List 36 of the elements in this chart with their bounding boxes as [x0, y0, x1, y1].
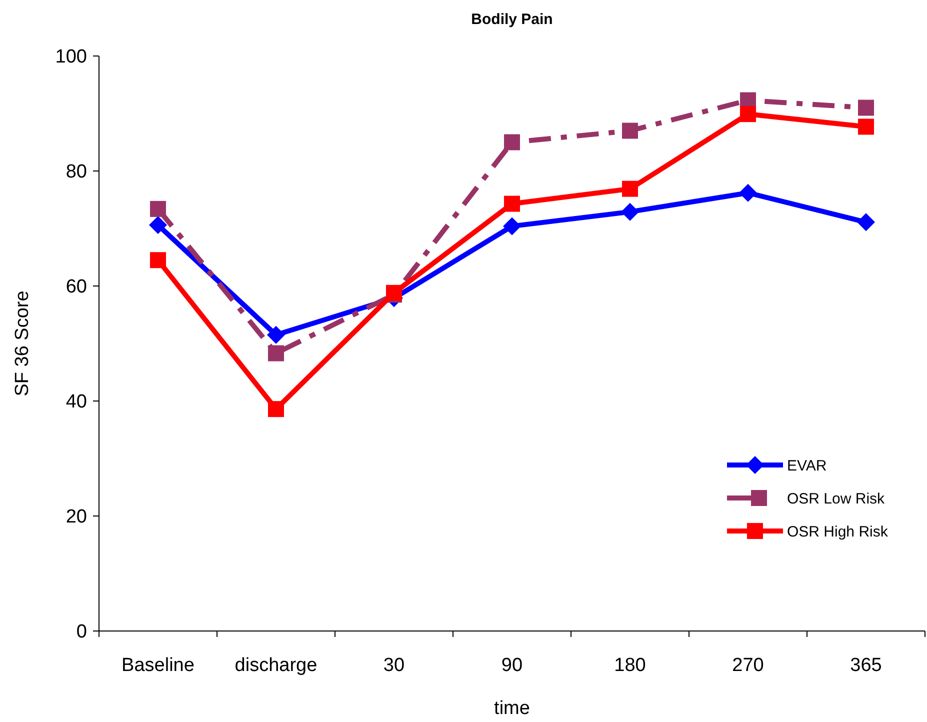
y-tick-label: 60	[66, 276, 87, 298]
x-tick-label: 365	[850, 655, 882, 676]
point	[504, 134, 520, 150]
y-tick-label: 20	[66, 506, 87, 528]
x-tick-label: 270	[732, 655, 764, 676]
point	[857, 213, 875, 232]
point	[150, 200, 166, 217]
y-axis-title: SF 36 Score	[12, 290, 33, 396]
x-tick-label: 90	[501, 655, 523, 676]
point	[858, 118, 874, 135]
point	[150, 252, 166, 268]
point	[622, 180, 638, 197]
y-tick-label: 80	[66, 162, 87, 183]
point	[268, 345, 284, 362]
x-axis-title: time	[494, 698, 530, 719]
legend-label: OSR Low Risk	[787, 490, 886, 508]
x-tick-label: 180	[614, 655, 646, 676]
point	[503, 217, 521, 236]
point	[621, 202, 639, 221]
y-tick-label: 100	[55, 46, 87, 68]
point	[740, 106, 756, 122]
y-tick-label: 0	[76, 622, 87, 643]
x-tick-label: Baseline	[122, 655, 194, 676]
chart-title: Bodily Pain	[471, 11, 553, 28]
y-tick-label: 40	[66, 392, 87, 413]
x-tick-label: discharge	[234, 655, 318, 676]
legend-label: EVAR	[787, 457, 827, 474]
point	[267, 326, 285, 344]
point	[149, 216, 167, 234]
point	[739, 184, 757, 202]
x-tick-label: 30	[383, 655, 405, 676]
point	[268, 401, 284, 418]
point	[504, 196, 520, 212]
point	[858, 100, 874, 116]
point	[622, 122, 638, 139]
legend-label: OSR High Risk	[787, 523, 888, 540]
